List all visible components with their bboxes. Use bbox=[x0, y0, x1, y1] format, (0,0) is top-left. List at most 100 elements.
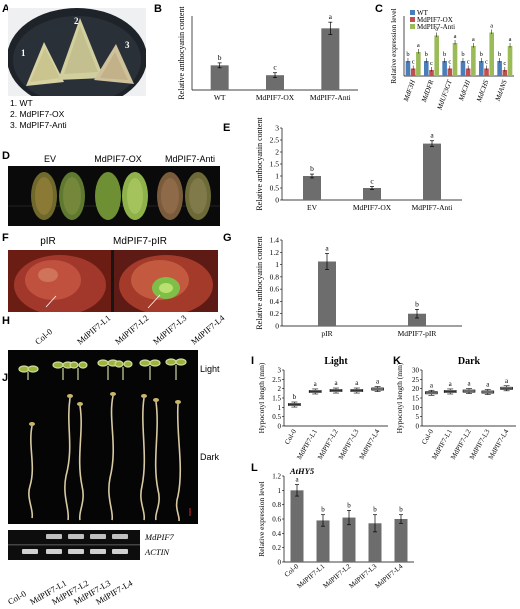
legend-item-ox: 2. MdPIF7-OX bbox=[10, 109, 65, 119]
C-bar-1-5 bbox=[502, 70, 508, 76]
G-y-tick-label-5: 1 bbox=[275, 260, 279, 269]
leaf-label-ox: MdPIF7-OX bbox=[94, 154, 142, 164]
E-bar-1 bbox=[363, 188, 381, 200]
L-y-tick-label-1: 0.2 bbox=[272, 544, 281, 552]
E-x-tick-label-0: EV bbox=[307, 203, 318, 212]
E-y-tick-label-2: 1 bbox=[275, 172, 279, 181]
E-y-axis-label: Relative anthocyanin content bbox=[255, 117, 264, 211]
seedlings-dark-photo bbox=[8, 386, 198, 524]
I-y-tick-label-1: 0.5 bbox=[272, 413, 281, 421]
G-x-tick-label-0: pIR bbox=[321, 329, 332, 338]
C-bar-0-2 bbox=[442, 61, 447, 76]
K-significance-letter-2: a bbox=[467, 380, 471, 388]
E-y-tick-label-4: 2 bbox=[275, 148, 279, 157]
B-x-tick-label-0: WT bbox=[214, 93, 226, 102]
C-significance-letter-1-1: c bbox=[430, 60, 433, 67]
leaf-photo bbox=[8, 166, 220, 226]
seedlings-light-image bbox=[8, 350, 198, 386]
C-bar-2-3 bbox=[471, 46, 476, 76]
B-significance-letter-2: a bbox=[329, 12, 333, 21]
C-x-tick-label-5: MdANS bbox=[493, 78, 508, 103]
L-title: AtHY5 bbox=[289, 466, 315, 476]
C-bar-0-3 bbox=[460, 61, 466, 76]
K-title: Dark bbox=[458, 356, 481, 367]
B-y-axis-label: Relative anthocyanin content bbox=[177, 6, 186, 100]
K-x-tick-label-0: Col-0 bbox=[420, 428, 435, 446]
seedling-column-l2: MdPIF7-L2 bbox=[113, 313, 151, 347]
C-x-tick-label-3: MdCHI bbox=[457, 78, 472, 102]
panel-label-j: J bbox=[2, 372, 9, 384]
L-y-axis-label: Relative expression level bbox=[257, 481, 266, 556]
L-significance-letter-3: b bbox=[373, 506, 377, 514]
E-y-tick-label-3: 1.5 bbox=[270, 160, 280, 169]
I-significance-letter-2: a bbox=[334, 379, 338, 387]
G-y-tick-label-7: 1.4 bbox=[270, 236, 280, 245]
I-y-tick-label-2: 1 bbox=[278, 404, 282, 412]
C-significance-letter-2-4: a bbox=[490, 23, 493, 30]
G-bar-1 bbox=[408, 313, 426, 326]
E-significance-letter-0: b bbox=[310, 164, 314, 173]
panel-label-l: L bbox=[251, 462, 258, 474]
C-significance-letter-0-1: b bbox=[425, 51, 428, 58]
E-bar-0 bbox=[303, 176, 321, 200]
I-significance-letter-4: a bbox=[376, 378, 380, 386]
G-y-tick-label-2: 0.4 bbox=[270, 297, 280, 306]
gel-column-labels: Col-0 MdPIF7-L1 MdPIF7-L2 MdPIF7-L3 MdPI… bbox=[6, 577, 135, 606]
panel-label-g: G bbox=[223, 232, 232, 244]
B-bar-0 bbox=[210, 65, 229, 90]
apple-label-mdpif7-pir: MdPIF7-pIR bbox=[113, 236, 167, 247]
C-bar-1-2 bbox=[447, 68, 453, 76]
panel-label-h: H bbox=[2, 315, 10, 327]
I-x-tick-label-0: Col-0 bbox=[283, 428, 298, 446]
G-x-tick-label-1: MdPIF7-pIR bbox=[398, 329, 437, 338]
C-y-axis-label: Relative expression level bbox=[389, 8, 398, 83]
L-y-tick-label-6: 1.2 bbox=[272, 473, 281, 481]
B-x-tick-label-2: MdPIF7-Anti bbox=[310, 93, 351, 102]
K-y-tick-label-6: 30 bbox=[412, 367, 420, 375]
K-significance-letter-0: a bbox=[430, 381, 434, 389]
B-significance-letter-0: b bbox=[218, 53, 222, 62]
seedling-column-l1: MdPIF7-L1 bbox=[75, 313, 113, 347]
C-bar-2-5 bbox=[507, 46, 513, 76]
seedling-column-l4: MdPIF7-L4 bbox=[189, 312, 227, 346]
K-significance-letter-1: a bbox=[449, 380, 453, 388]
C-bar-0-4 bbox=[479, 61, 484, 76]
leaf-label-ev: EV bbox=[43, 154, 56, 164]
seedling-column-col0: Col-0 bbox=[33, 326, 54, 346]
G-y-tick-label-6: 1.2 bbox=[270, 248, 280, 257]
I-y-axis-label: Hypocotyl length (mm) bbox=[257, 362, 266, 433]
L-y-tick-label-3: 0.6 bbox=[272, 516, 281, 524]
L-bar-4 bbox=[394, 519, 408, 562]
K-significance-letter-4: a bbox=[505, 377, 509, 385]
L-bar-3 bbox=[368, 523, 382, 562]
leaf-image bbox=[8, 166, 220, 226]
E-bar-2 bbox=[423, 143, 441, 200]
chart-c-gene-expression: Relative expression level bcaMdF3HbcaMdDF… bbox=[389, 8, 514, 112]
K-y-tick-label-4: 20 bbox=[412, 385, 420, 393]
C-bar-2-1 bbox=[434, 35, 439, 76]
G-significance-letter-1: b bbox=[415, 299, 419, 308]
K-significance-letter-3: a bbox=[486, 381, 490, 389]
leaf-label-anti: MdPIF7-Anti bbox=[164, 154, 215, 164]
plate-number-2: 2 bbox=[74, 16, 79, 26]
C-significance-letter-2-2: a bbox=[454, 33, 457, 40]
E-x-tick-label-1: MdPIF7-OX bbox=[353, 203, 392, 212]
I-y-tick-label-6: 3 bbox=[278, 367, 282, 375]
panel-label-i: I bbox=[251, 355, 255, 367]
gel-bands bbox=[8, 530, 140, 560]
C-bar-2-2 bbox=[452, 43, 458, 76]
C-significance-letter-0-3: b bbox=[461, 51, 464, 58]
C-bar-1-4 bbox=[484, 68, 489, 76]
seedlings-light-photo bbox=[8, 350, 198, 386]
panel-label-b: B bbox=[154, 3, 162, 15]
L-y-tick-label-5: 1 bbox=[278, 487, 282, 495]
apple-photo bbox=[8, 250, 218, 312]
callus-plate-image: 1 2 3 bbox=[8, 8, 146, 96]
C-bar-2-4 bbox=[489, 32, 494, 76]
I-significance-letter-3: a bbox=[355, 379, 359, 387]
C-significance-letter-2-3: a bbox=[472, 36, 475, 43]
E-significance-letter-1: c bbox=[370, 177, 374, 186]
chart-g-anthocyanin-apples: 0 0.2 0.4 0.6 0.8 1 1.2 1.4 Relative anthocyanin… bbox=[255, 236, 462, 338]
C-bar-1-3 bbox=[465, 68, 471, 76]
